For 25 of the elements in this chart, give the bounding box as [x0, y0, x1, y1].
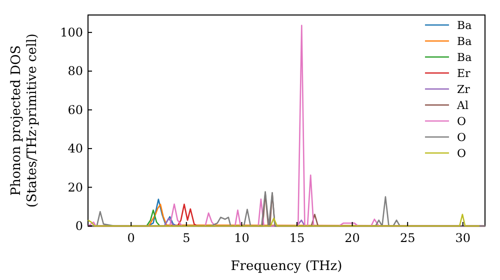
x-tick-label: 20 — [344, 231, 360, 245]
y-tick-label: 100 — [60, 25, 83, 40]
legend-label: O — [457, 131, 466, 144]
legend-label: Al — [456, 99, 469, 112]
y-tick-label: 0 — [75, 219, 83, 233]
y-tick-label: 40 — [68, 142, 83, 156]
x-tick-label: 5 — [182, 231, 190, 245]
x-tick-label: 0 — [127, 231, 135, 245]
x-axis-title: Frequency (THz) — [230, 259, 342, 274]
line-series — [87, 214, 480, 227]
legend-label: O — [457, 115, 466, 128]
legend-label: Zr — [457, 83, 471, 96]
legend-label: O — [457, 147, 466, 160]
legend-label: Ba — [457, 51, 472, 64]
y-tick-label: 60 — [68, 102, 83, 117]
x-tick-label: 15 — [289, 231, 305, 245]
y-tick-label: 20 — [68, 180, 83, 194]
x-tick-label: 25 — [400, 231, 416, 245]
x-tick-label: 10 — [234, 231, 250, 245]
legend-label: Er — [457, 67, 472, 80]
y-tick-label: 80 — [68, 64, 83, 78]
legend-label: Ba — [457, 19, 472, 32]
y-axis-title: Phonon projected DOS (States/THz·primitive cell) — [9, 33, 40, 208]
x-tick-label: 30 — [455, 231, 471, 245]
legend-label: Ba — [457, 35, 472, 48]
